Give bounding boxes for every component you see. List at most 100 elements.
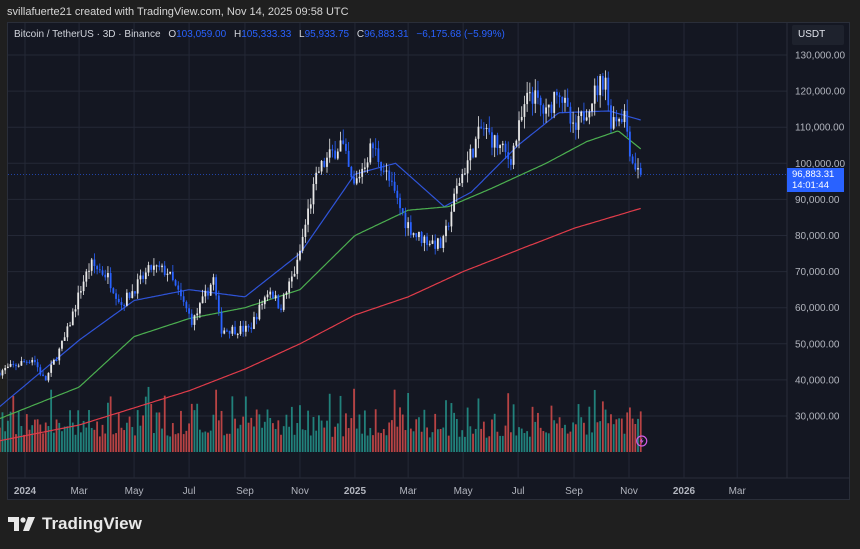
volume-bar [296,423,299,452]
volume-bar [158,412,161,452]
volume-bar [464,436,466,452]
candle-body [128,292,131,299]
low-label: L [299,29,305,40]
volume-bar [409,428,412,452]
candle-body [428,243,431,245]
volume-bar [545,432,547,452]
volume-bar [493,413,496,452]
candle-body [315,172,318,184]
volume-bar [439,428,442,452]
candle-body [566,97,569,107]
volume-bar [428,437,431,452]
candle-body [342,140,345,144]
time-tick: 2025 [344,486,367,497]
volume-bar [488,436,491,452]
candle-body [28,361,31,363]
volume-bar [620,418,623,452]
candle-body [485,128,488,130]
candle-body [207,290,209,296]
chart-panel[interactable] [7,22,850,500]
volume-bar [147,386,150,452]
candle-body [415,233,418,238]
candle-body [439,238,442,248]
candle-body [125,292,128,306]
volume-bar [263,421,266,452]
volume-bar [558,417,561,452]
currency-unit-button[interactable]: USDT [792,25,844,45]
candle-body [290,276,293,282]
volume-bar [182,434,185,452]
candle-body [604,77,607,90]
candle-body [615,117,618,122]
candle-body [134,291,136,294]
candle-body [558,95,561,97]
logo-text: TradingView [42,514,142,533]
volume-bar [15,434,17,452]
volume-bar [480,428,483,452]
volume-bar [339,395,342,452]
candle-body [583,111,585,121]
candle-body [231,326,234,334]
candle-body [574,122,577,130]
candle-body [85,271,88,282]
volume-bar [347,428,350,452]
candle-body [17,365,20,367]
volume-bar [382,429,385,452]
volume-bar [528,436,531,452]
volume-bar [431,432,434,452]
volume-bar [74,434,77,452]
candle-body [520,116,523,121]
volume-bar [531,406,534,452]
candle-body [253,316,255,329]
volume-bar [190,403,193,452]
volume-bar [372,435,374,452]
volume-bar [234,418,236,452]
candle-body [228,330,231,334]
volume-bar [353,388,355,452]
volume-bar [107,402,109,452]
volume-bar [342,436,345,452]
candle-body [317,171,320,173]
candle-body [171,271,174,281]
volume-bar [269,418,272,452]
candle-body [166,273,169,275]
candle-body [285,292,288,295]
volume-bar [466,407,469,452]
time-tick: Mar [729,486,747,497]
candle-body [347,150,350,167]
candle-body [39,367,42,375]
volume-bar [242,416,245,452]
candle-body [147,265,150,273]
volume-bar [250,417,253,452]
candle-body [593,85,596,104]
candle-body [174,280,177,286]
price-tick: 90,000.00 [795,195,840,206]
candle-body [52,359,55,365]
volume-bar [120,427,123,452]
candle-body [25,361,28,363]
volume-bar [504,425,507,452]
time-tick: May [454,486,473,497]
volume-bar [4,431,7,452]
volume-bar [239,424,242,452]
volume-bar [207,432,209,452]
candle-body [193,315,196,325]
volume-bar [366,435,369,452]
candle-body [577,116,580,130]
candle-body [255,316,258,320]
volume-bar [1,412,4,452]
volume-bar [117,413,120,452]
candle-body [499,145,501,149]
candle-body [4,368,7,371]
candle-body [629,131,631,157]
volume-bar [150,404,153,452]
candle-body [77,292,80,310]
volume-bar [426,427,428,452]
candle-body [212,277,215,285]
volume-bar [136,410,139,452]
candle-body [320,160,323,172]
candle-body [115,293,117,299]
candle-body [36,362,39,368]
tradingview-logo[interactable]: TradingView [8,514,142,534]
